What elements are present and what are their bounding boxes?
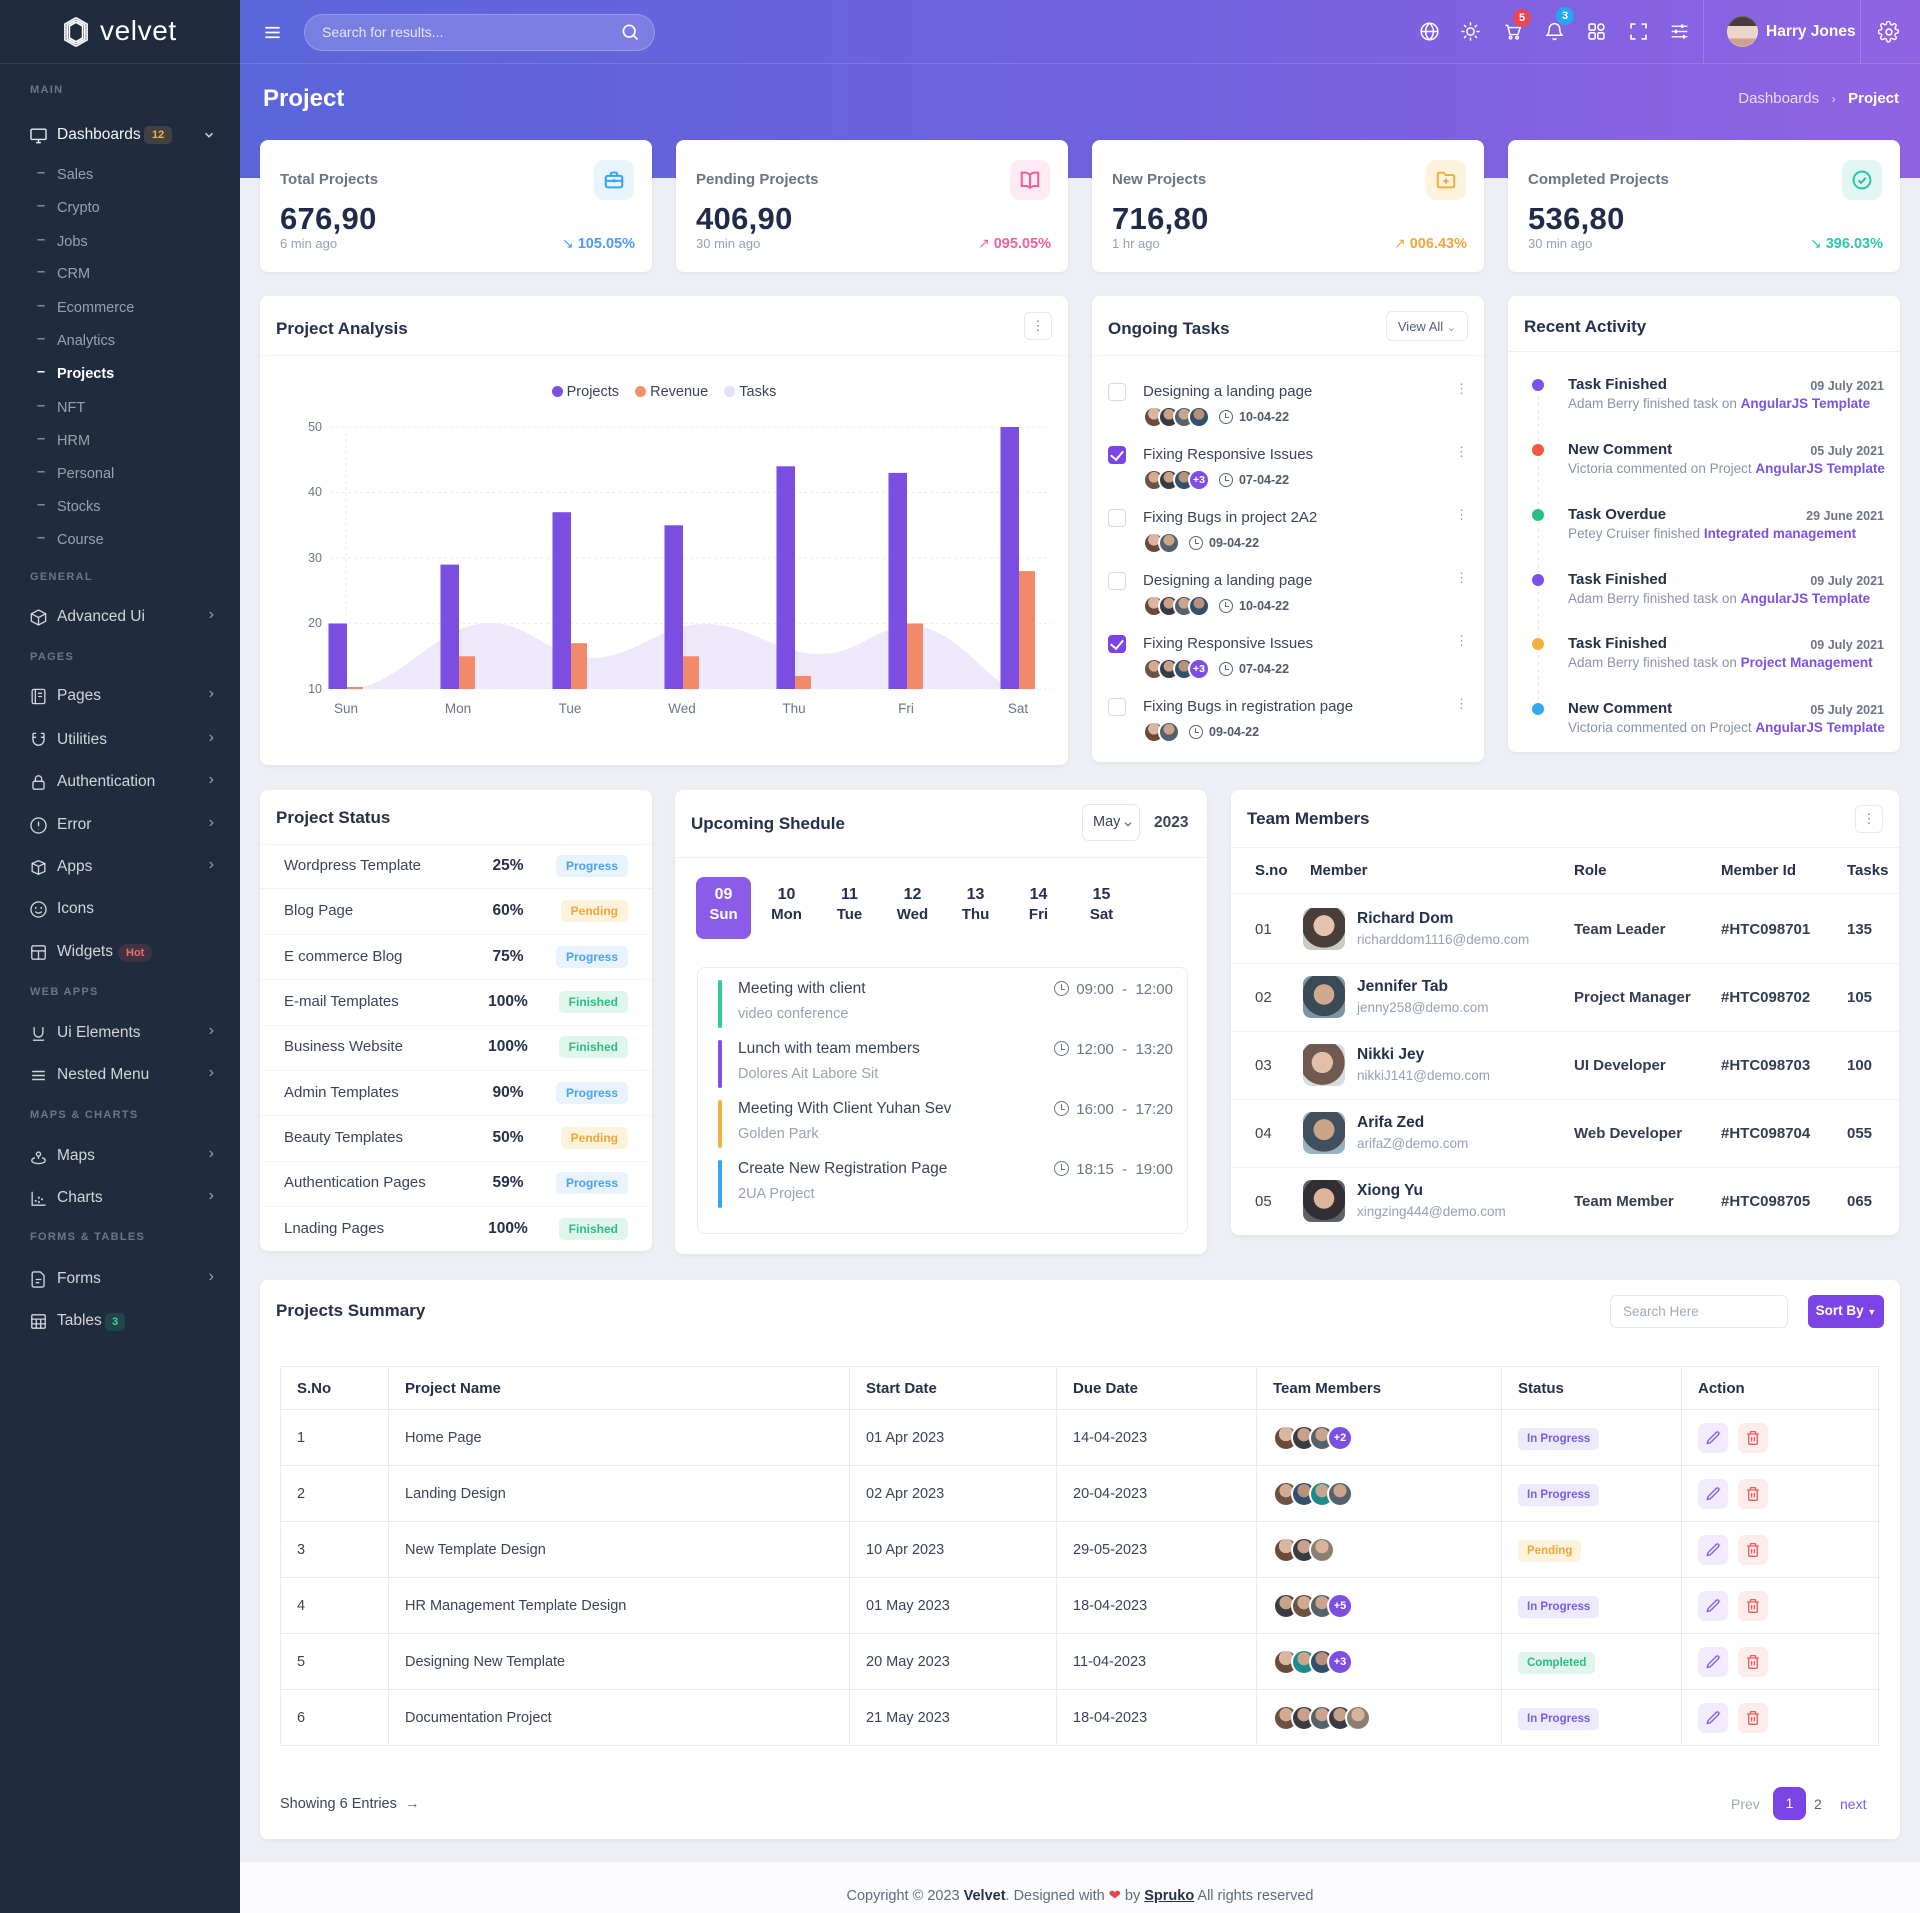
svg-text:40: 40 (308, 485, 322, 499)
svg-text:30: 30 (308, 551, 322, 565)
svg-text:Fri: Fri (898, 701, 914, 716)
svg-text:Mon: Mon (445, 701, 471, 716)
svg-text:Wed: Wed (668, 701, 696, 716)
svg-text:Thu: Thu (782, 701, 805, 716)
svg-text:10: 10 (308, 682, 322, 696)
svg-text:Sun: Sun (334, 701, 358, 716)
svg-text:Tue: Tue (559, 701, 582, 716)
svg-text:20: 20 (308, 616, 322, 630)
svg-text:50: 50 (308, 420, 322, 434)
svg-text:Sat: Sat (1008, 701, 1029, 716)
